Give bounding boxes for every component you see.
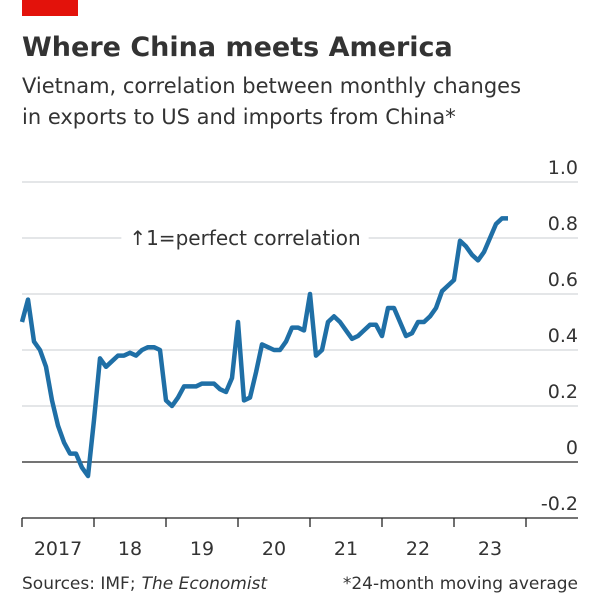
y-tick-label: 0.2 [548,381,578,403]
footnote: *24-month moving average [343,574,578,594]
y-tick-label: -0.2 [541,493,578,515]
x-tick-label: 22 [406,538,430,560]
y-tick-label: 0.8 [548,213,578,235]
subtitle: Vietnam, correlation between monthly cha… [22,74,521,98]
y-tick-label: 0.4 [548,325,578,347]
data-line [19,216,508,479]
annotation: ↑1=perfect correlation [129,226,360,250]
source: Sources: IMF; The Economist [22,574,268,594]
x-tick-label: 18 [118,538,142,560]
x-tick-label: 21 [334,538,358,560]
x-tick-label: 23 [478,538,502,560]
y-tick-label: 0.6 [548,269,578,291]
y-tick-label: 0 [566,437,578,459]
subtitle: in exports to US and imports from China* [22,105,456,129]
x-tick-label: 2017 [34,538,82,560]
x-tick-label: 20 [262,538,286,560]
x-tick-label: 19 [190,538,214,560]
chart-title: Where China meets America [22,32,453,63]
y-tick-label: 1.0 [548,157,578,179]
brand-tag [22,0,78,16]
source-text: Sources: IMF; [22,574,136,594]
annotation-bg [121,226,369,250]
source-italic: The Economist [142,574,269,594]
